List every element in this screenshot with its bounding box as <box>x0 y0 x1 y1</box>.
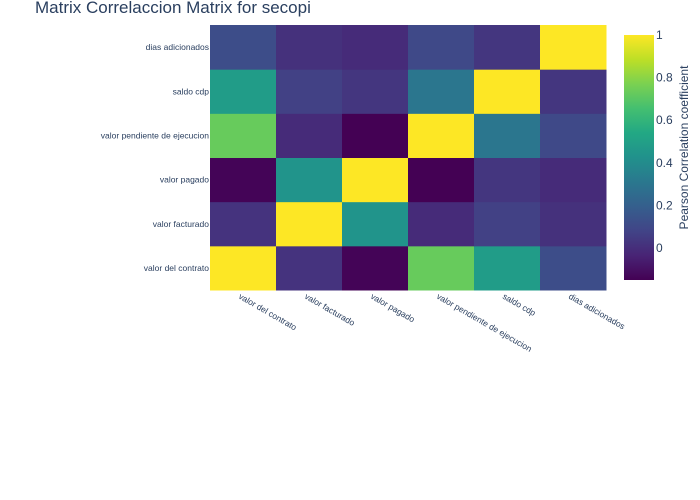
colorbar-tick-label: 0.2 <box>656 198 673 212</box>
y-tick-label: saldo cdp <box>173 86 210 96</box>
heatmap-cell[interactable] <box>342 113 409 158</box>
y-tick-label: dias adicionados <box>146 42 209 52</box>
heatmap-cell[interactable] <box>276 157 343 203</box>
colorbar-tick-label: 0.6 <box>656 113 673 127</box>
heatmap-cell[interactable] <box>408 69 475 114</box>
heatmap-cell[interactable] <box>342 157 409 203</box>
heatmap-cell[interactable] <box>210 113 277 158</box>
heatmap-cell[interactable] <box>474 245 541 291</box>
x-tick-label: dias adicionados <box>567 291 627 331</box>
heatmap-cell[interactable] <box>342 245 409 291</box>
y-tick-label: valor pendiente de ejecucion <box>101 130 209 140</box>
heatmap-cell[interactable] <box>408 113 475 158</box>
colorbar-tick-label: 1 <box>656 28 663 42</box>
x-tick-label: valor facturado <box>303 291 357 328</box>
heatmap-cell[interactable] <box>540 69 607 114</box>
heatmap-cell[interactable] <box>342 25 409 70</box>
y-tick-label: valor facturado <box>153 219 209 229</box>
heatmap-cell[interactable] <box>540 201 607 247</box>
heatmap-cell[interactable] <box>210 157 277 203</box>
colorbar-title: Pearson Correlation coefficient <box>677 65 691 230</box>
heatmap-cell[interactable] <box>474 157 541 203</box>
heatmap-cell[interactable] <box>408 25 475 70</box>
x-axis-labels: valor del contrato valor facturado valor p… <box>237 291 627 354</box>
x-tick-label: valor pagado <box>369 291 417 324</box>
heatmap-cell[interactable] <box>276 245 343 291</box>
heatmap-cell[interactable] <box>408 245 475 291</box>
heatmap-cell[interactable] <box>276 113 343 158</box>
heatmap-cell[interactable] <box>210 25 277 70</box>
heatmap-cell[interactable] <box>540 245 607 291</box>
heatmap-cell[interactable] <box>342 201 409 247</box>
y-axis-labels: valor del contrato valor facturado valor p… <box>101 42 209 273</box>
heatmap-cell[interactable] <box>210 201 277 247</box>
heatmap-cell[interactable] <box>342 69 409 114</box>
heatmap-cell[interactable] <box>474 113 541 158</box>
heatmap-cell[interactable] <box>210 69 277 114</box>
colorbar-tick-label: 0 <box>656 241 663 255</box>
heatmap-cell[interactable] <box>276 201 343 247</box>
chart-title: Matrix Correlaccion Matrix for secopi <box>35 0 311 17</box>
heatmap-cell[interactable] <box>474 201 541 247</box>
heatmap-cell[interactable] <box>474 69 541 114</box>
heatmap-cell[interactable] <box>540 113 607 158</box>
x-tick-label: saldo cdp <box>501 291 538 318</box>
heatmap-cell[interactable] <box>276 25 343 70</box>
colorbar-ticks: 0 0.2 0.4 0.6 0.8 1 <box>656 28 673 255</box>
x-tick-label: valor del contrato <box>237 291 299 332</box>
y-tick-label: valor pagado <box>160 175 209 185</box>
heatmap-cell[interactable] <box>210 245 277 291</box>
colorbar <box>624 35 654 280</box>
heatmap-cell[interactable] <box>540 25 607 70</box>
heatmap-cells <box>210 25 607 291</box>
heatmap-cell[interactable] <box>276 69 343 114</box>
heatmap-cell[interactable] <box>408 201 475 247</box>
heatmap-cell[interactable] <box>408 157 475 203</box>
colorbar-tick-label: 0.8 <box>656 71 673 85</box>
colorbar-tick-label: 0.4 <box>656 156 673 170</box>
heatmap-cell[interactable] <box>474 25 541 70</box>
heatmap-cell[interactable] <box>540 157 607 203</box>
y-tick-label: valor del contrato <box>144 263 209 273</box>
